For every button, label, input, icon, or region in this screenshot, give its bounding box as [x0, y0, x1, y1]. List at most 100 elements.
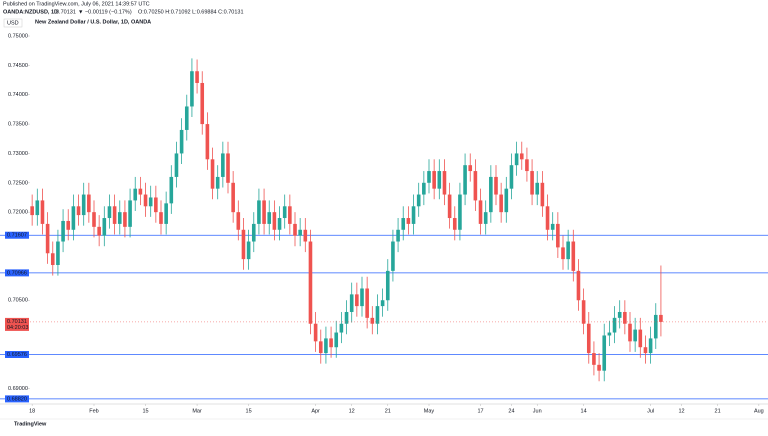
candle-body	[87, 194, 91, 213]
candle-body	[298, 229, 302, 236]
x-tick-label: 24	[508, 408, 514, 414]
candle-body	[427, 171, 431, 183]
x-tick-label: 21	[385, 408, 391, 414]
candle-body	[514, 153, 519, 166]
candle-body	[530, 171, 534, 195]
candle-body	[571, 241, 576, 271]
candle-body	[123, 212, 127, 227]
candle-body	[401, 218, 406, 230]
candle-body	[215, 176, 220, 189]
y-tick-label: 0.72500	[8, 180, 28, 186]
candle-body	[293, 223, 297, 236]
candle-body	[416, 194, 421, 207]
candle-body	[92, 212, 96, 227]
candle-body	[659, 314, 663, 322]
candle-body	[432, 171, 436, 189]
candle-body	[504, 188, 509, 213]
y-tick-label: 0.69000	[8, 386, 28, 392]
candle-body	[385, 270, 390, 301]
candle-body	[241, 229, 246, 260]
x-tick-label: 14	[581, 408, 587, 414]
candle-body	[117, 212, 122, 224]
x-tick-label: Mar	[192, 408, 202, 414]
candle-body	[391, 241, 395, 271]
candle-body	[406, 218, 411, 224]
level-label-box	[5, 269, 29, 277]
candle-body	[494, 176, 498, 195]
candle-body	[422, 182, 426, 195]
candle-body	[288, 206, 292, 224]
price-label: 0.70131	[7, 319, 27, 325]
candle-body	[56, 241, 60, 266]
candle-body	[612, 317, 617, 333]
y-tick-label: 0.70500	[8, 298, 28, 304]
y-tick-label: 0.72000	[8, 210, 28, 216]
candle-body	[71, 206, 76, 230]
candle-body	[463, 165, 467, 195]
y-tick-label: 0.74000	[8, 92, 28, 98]
candle-body	[61, 220, 65, 242]
candle-body	[638, 329, 643, 348]
x-tick-label: 12	[349, 408, 355, 414]
candle-body	[545, 206, 550, 230]
candle-body	[597, 364, 601, 371]
candle-body	[138, 188, 143, 195]
candle-body	[360, 288, 364, 307]
candle-body	[478, 200, 483, 224]
candle-body	[628, 323, 632, 342]
candle-body	[236, 212, 241, 230]
candle-body	[370, 317, 375, 324]
level-label-box	[5, 350, 29, 358]
candle-body	[592, 353, 596, 365]
candle-body	[66, 220, 71, 230]
candle-body	[540, 182, 545, 207]
candle-body	[81, 194, 86, 216]
y-tick-label: 0.75000	[8, 33, 28, 39]
candle-body	[519, 153, 524, 160]
candle-body	[633, 329, 637, 342]
last-price: 0.70131	[56, 9, 76, 15]
candle-body	[509, 165, 514, 189]
candle-body	[607, 332, 612, 336]
candle-body	[35, 200, 40, 216]
change: ▼ −0.00119 (−0.17%)	[78, 9, 132, 15]
candle-body	[566, 241, 570, 260]
candle-body	[447, 194, 452, 219]
candle-body	[128, 200, 132, 227]
candle-body	[97, 226, 101, 236]
symbol: OANDA:NZDUSD, 1D	[3, 9, 58, 15]
candle-body	[499, 194, 503, 213]
candle-body	[190, 71, 194, 107]
candle-body	[653, 314, 658, 339]
candle-body	[375, 306, 380, 324]
candle-body	[267, 212, 272, 224]
x-tick-label: May	[424, 408, 435, 414]
candle-body	[556, 223, 560, 248]
candle-body	[159, 212, 163, 224]
candle-body	[231, 182, 235, 213]
candle-body	[617, 311, 622, 318]
candle-body	[246, 241, 251, 260]
candle-body	[226, 153, 230, 183]
candle-body	[550, 223, 555, 230]
candle-body	[473, 171, 478, 201]
x-tick-label: Feb	[89, 408, 98, 414]
candle-body	[184, 106, 189, 130]
level-label-box	[5, 231, 29, 239]
candle-body	[581, 300, 586, 324]
candle-body	[277, 218, 282, 230]
candle-body	[602, 335, 607, 371]
candle-body	[355, 294, 359, 307]
candle-body	[648, 338, 653, 354]
candle-body	[200, 82, 205, 125]
candle-body	[154, 197, 158, 213]
candle-body	[525, 159, 529, 172]
candle-body	[324, 338, 328, 354]
candle-body	[282, 206, 287, 219]
candle-body	[169, 176, 174, 204]
x-tick-label: 15	[142, 408, 148, 414]
candle-body	[179, 129, 184, 154]
candle-body	[334, 332, 339, 348]
candle-body	[195, 71, 199, 83]
level-label: 0.70966	[7, 270, 27, 276]
